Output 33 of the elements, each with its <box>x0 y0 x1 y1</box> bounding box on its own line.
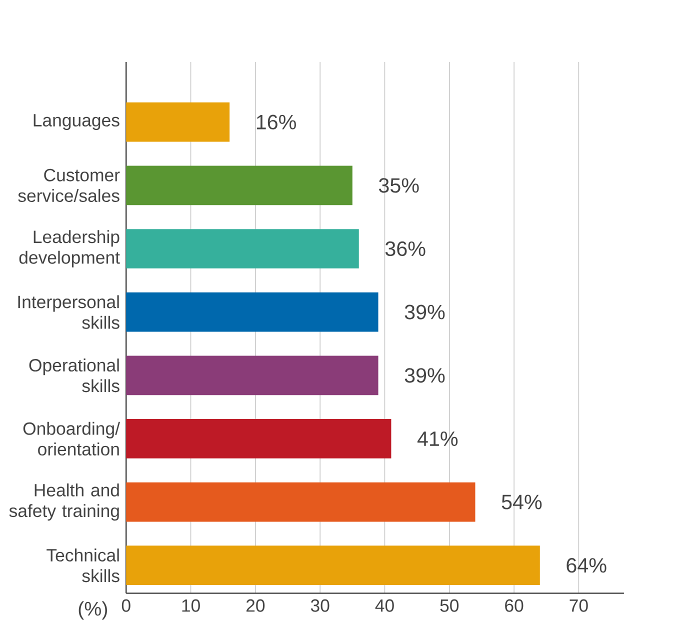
data-label: 64% <box>566 558 606 573</box>
y-tick-label: Languages <box>34 114 120 130</box>
x-tick-label: 10 <box>182 600 200 612</box>
bar <box>126 482 476 522</box>
data-label: 39% <box>404 304 445 320</box>
y-tick-label: Technical skills <box>46 548 120 582</box>
x-tick-label: 50 <box>440 600 459 612</box>
x-tick-label: 70 <box>570 600 588 612</box>
bar <box>126 102 230 142</box>
bar <box>126 166 352 206</box>
data-label: 35% <box>378 178 419 193</box>
x-tick-label: 30 <box>310 600 330 612</box>
bar <box>126 546 540 586</box>
data-label: 36% <box>385 242 426 256</box>
x-tick-label: 40 <box>375 600 394 612</box>
x-tick-label: 20 <box>246 600 265 612</box>
bar <box>126 419 392 459</box>
y-tick-label: Leadership development <box>19 230 120 268</box>
x-tick-label: 60 <box>505 600 524 612</box>
data-label: 54% <box>502 495 542 510</box>
y-tick-label: Onboarding/ orientation <box>23 422 120 456</box>
bar <box>126 356 378 396</box>
x-axis-title: (%) <box>78 602 108 620</box>
x-tick-label: 0 <box>122 600 130 612</box>
y-tick-label: Customer service/sales <box>18 169 120 202</box>
data-label: 41% <box>417 432 458 446</box>
y-tick-label: Health and safety training <box>9 484 119 521</box>
bar <box>126 229 359 269</box>
bar <box>126 292 378 332</box>
y-tick-label: Interpersonal skills <box>18 295 120 330</box>
data-label: 16% <box>256 115 296 130</box>
data-label: 39% <box>404 368 445 383</box>
y-tick-label: Operational skills <box>29 358 120 392</box>
